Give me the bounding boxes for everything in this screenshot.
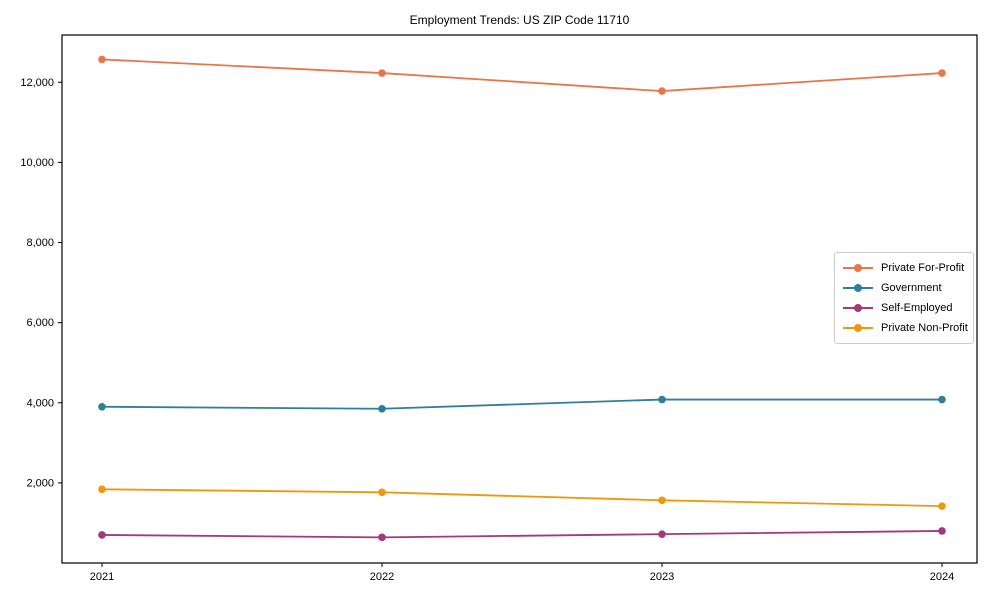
legend-item: Private Non-Profit	[843, 318, 968, 338]
legend-line-dot-icon	[843, 264, 873, 272]
plot-frame	[61, 34, 978, 564]
legend-line-dot-icon	[843, 284, 873, 292]
y-tick-label: 6,000	[26, 317, 54, 329]
legend-item: Government	[843, 278, 965, 298]
x-tick-label: 2022	[370, 571, 394, 583]
data-point-self-employed	[658, 530, 666, 538]
legend: Private For-Profit Government Self-Employe…	[834, 252, 974, 344]
y-tick-label: 10,000	[20, 157, 54, 169]
y-tick-label: 12,000	[20, 77, 54, 89]
x-tick-label: 2023	[650, 571, 674, 583]
y-tick-label: 4,000	[26, 397, 54, 409]
data-point-self-employed	[98, 531, 106, 539]
legend-label: Self-Employed	[881, 302, 953, 314]
data-point-self-employed	[378, 533, 386, 542]
data-point-government	[938, 395, 946, 404]
legend-item: Self-Employed	[843, 298, 965, 318]
legend-label: Government	[881, 282, 942, 294]
data-point-private-non-profit	[98, 485, 106, 494]
legend-label: Private For-Profit	[881, 262, 965, 274]
series-line-private-for-profit	[101, 58, 943, 92]
data-point-government	[658, 395, 666, 404]
legend-label: Private Non-Profit	[881, 322, 968, 334]
data-point-private-for-profit	[938, 69, 946, 77]
data-point-private-for-profit	[378, 69, 386, 77]
chart-title: Employment Trends: US ZIP Code 11710	[409, 13, 630, 27]
data-point-private-non-profit	[938, 502, 946, 510]
data-point-self-employed	[938, 527, 946, 535]
y-tick-label: 8,000	[26, 237, 54, 249]
legend-line-dot-icon	[843, 324, 873, 332]
data-point-private-non-profit	[378, 488, 386, 497]
series-line-private-non-profit	[101, 488, 943, 508]
data-point-government	[378, 404, 386, 413]
legend-line-dot-icon	[843, 304, 873, 312]
series-line-self-employed	[101, 530, 943, 539]
data-point-government	[98, 402, 106, 411]
x-tick-label: 2024	[930, 571, 954, 583]
y-tick-label: 2,000	[26, 477, 54, 489]
data-point-private-for-profit	[658, 87, 666, 95]
legend-item: Private For-Profit	[843, 258, 965, 278]
series-line-government	[101, 398, 942, 410]
x-tick-label: 2021	[90, 571, 114, 583]
data-point-private-for-profit	[98, 55, 106, 64]
data-point-private-non-profit	[658, 496, 666, 505]
